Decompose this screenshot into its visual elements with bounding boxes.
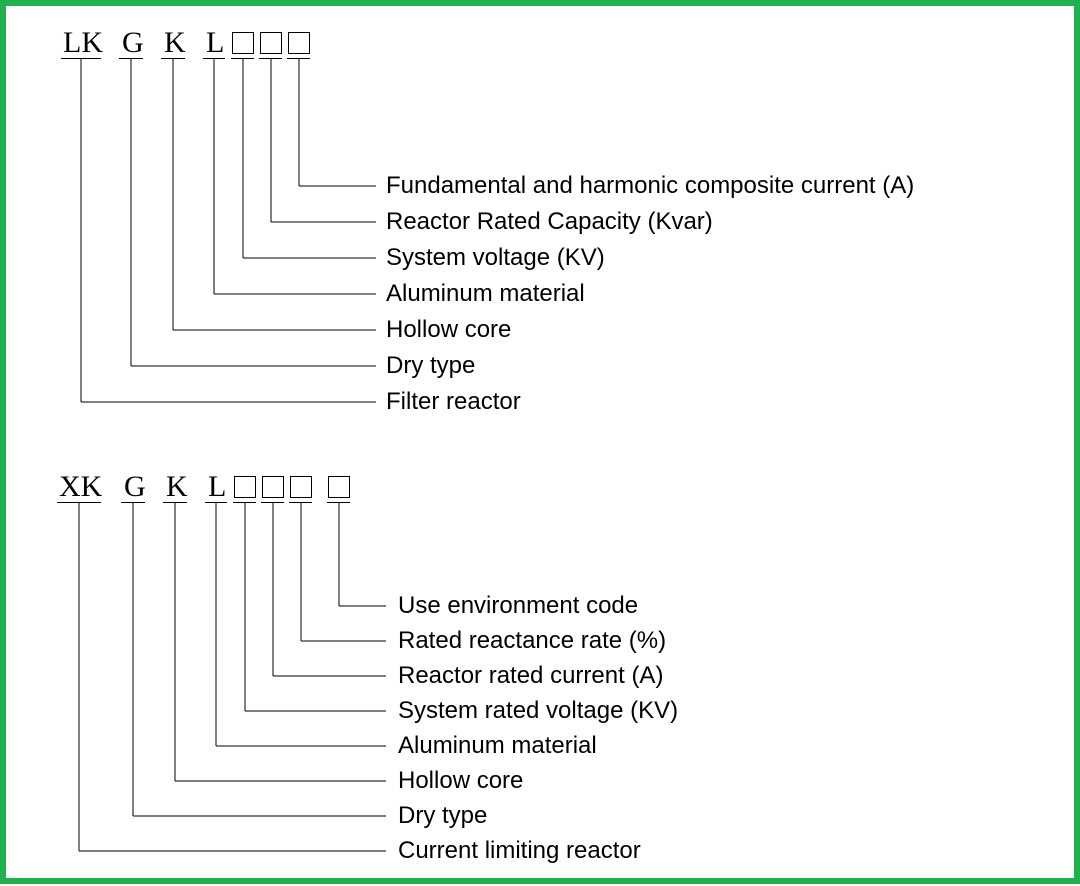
diagram-frame: LK G K L Fundamental an: [0, 0, 1080, 884]
label: Aluminum material: [398, 732, 597, 760]
connectors-1: [6, 6, 406, 406]
label: Dry type: [386, 352, 475, 380]
label: Rated reactance rate (%): [398, 627, 666, 655]
label: Hollow core: [398, 767, 523, 795]
label: Hollow core: [386, 316, 511, 344]
label: System voltage (KV): [386, 244, 605, 272]
label: Use environment code: [398, 592, 638, 620]
label: Fundamental and harmonic composite curre…: [386, 172, 914, 200]
label: Aluminum material: [386, 280, 585, 308]
label: Filter reactor: [386, 388, 521, 416]
label: Current limiting reactor: [398, 837, 641, 865]
label: Dry type: [398, 802, 487, 830]
connectors-2: [6, 456, 426, 886]
label: Reactor rated current (A): [398, 662, 663, 690]
label: System rated voltage (KV): [398, 697, 678, 725]
label: Reactor Rated Capacity (Kvar): [386, 208, 713, 236]
